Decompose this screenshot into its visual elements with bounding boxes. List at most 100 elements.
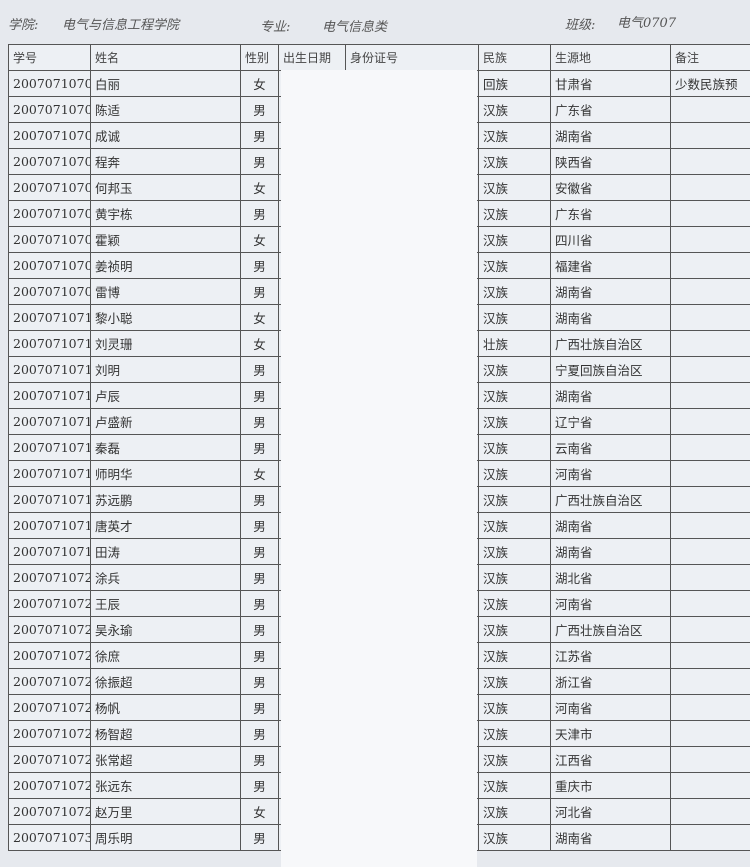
remark-cell <box>670 772 750 799</box>
column-header: 姓名 <box>90 44 241 71</box>
remark-cell <box>670 252 750 279</box>
name-cell: 卢盛新 <box>90 408 241 435</box>
origin-cell: 湖南省 <box>550 824 671 851</box>
college: 电气与信息工程学院 <box>62 18 180 33</box>
remark-cell <box>670 122 750 149</box>
gender-cell: 男 <box>240 408 279 435</box>
origin-cell: 四川省 <box>550 226 671 253</box>
remark-cell <box>670 746 750 773</box>
origin-cell: 河南省 <box>550 590 671 617</box>
origin-cell: 河南省 <box>550 694 671 721</box>
remark-cell <box>670 304 750 331</box>
origin-cell: 天津市 <box>550 720 671 747</box>
column-header: 身份证号 <box>345 44 479 71</box>
ethnicity-cell: 汉族 <box>478 356 551 383</box>
remark-cell <box>670 434 750 461</box>
gender-cell: 男 <box>240 564 279 591</box>
id-cell: 20070710727 <box>8 746 91 773</box>
ethnicity-cell: 汉族 <box>478 226 551 253</box>
major: 电气信息类 <box>322 20 388 35</box>
name-cell: 张远东 <box>90 772 241 799</box>
id-cell: 20070710705 <box>8 174 91 201</box>
gender-cell: 女 <box>240 70 279 97</box>
major-label: 专业: <box>260 20 291 35</box>
id-cell: 20070710729 <box>8 798 91 825</box>
ethnicity-cell: 汉族 <box>478 96 551 123</box>
name-cell: 卢辰 <box>90 382 241 409</box>
remark-cell <box>670 642 750 669</box>
ethnicity-cell: 汉族 <box>478 382 551 409</box>
origin-cell: 广东省 <box>550 96 671 123</box>
id-cell: 20070710707 <box>8 226 91 253</box>
id-cell: 20070710717 <box>8 486 91 513</box>
id-cell: 20070710716 <box>8 460 91 487</box>
ethnicity-cell: 汉族 <box>478 694 551 721</box>
column-header: 民族 <box>478 44 551 71</box>
name-cell: 唐英才 <box>90 512 241 539</box>
remark-cell <box>670 512 750 539</box>
remark-cell <box>670 408 750 435</box>
id-cell: 20070710730 <box>8 824 91 851</box>
origin-cell: 湖南省 <box>550 304 671 331</box>
gender-cell: 男 <box>240 148 279 175</box>
id-cell: 20070710709 <box>8 278 91 305</box>
ethnicity-cell: 汉族 <box>478 538 551 565</box>
origin-cell: 辽宁省 <box>550 408 671 435</box>
name-cell: 白丽 <box>90 70 241 97</box>
name-cell: 徐振超 <box>90 668 241 695</box>
name-cell: 刘明 <box>90 356 241 383</box>
ethnicity-cell: 壮族 <box>478 330 551 357</box>
remark-cell <box>670 330 750 357</box>
id-cell: 20070710728 <box>8 772 91 799</box>
gender-cell: 男 <box>240 824 279 851</box>
ethnicity-cell: 汉族 <box>478 278 551 305</box>
college-label: 学院: <box>8 18 39 33</box>
origin-cell: 浙江省 <box>550 668 671 695</box>
name-cell: 秦磊 <box>90 434 241 461</box>
origin-cell: 甘肃省 <box>550 70 671 97</box>
name-cell: 黄宇栋 <box>90 200 241 227</box>
name-cell: 涂兵 <box>90 564 241 591</box>
name-cell: 张常超 <box>90 746 241 773</box>
origin-cell: 湖南省 <box>550 512 671 539</box>
remark-cell <box>670 824 750 851</box>
id-cell: 20070710722 <box>8 616 91 643</box>
id-cell: 20070710715 <box>8 434 91 461</box>
remark-cell <box>670 356 750 383</box>
ethnicity-cell: 汉族 <box>478 564 551 591</box>
name-cell: 徐庶 <box>90 642 241 669</box>
id-cell: 20070710714 <box>8 408 91 435</box>
name-cell: 雷博 <box>90 278 241 305</box>
class: 电气0707 <box>617 16 677 31</box>
name-cell: 霍颖 <box>90 226 241 253</box>
name-cell: 田涛 <box>90 538 241 565</box>
id-cell: 20070710712 <box>8 356 91 383</box>
name-cell: 师明华 <box>90 460 241 487</box>
remark-cell <box>670 564 750 591</box>
origin-cell: 云南省 <box>550 434 671 461</box>
remark-cell <box>670 382 750 409</box>
name-cell: 陈适 <box>90 96 241 123</box>
origin-cell: 湖北省 <box>550 564 671 591</box>
gender-cell: 男 <box>240 538 279 565</box>
ethnicity-cell: 汉族 <box>478 174 551 201</box>
name-cell: 赵万里 <box>90 798 241 825</box>
id-cell: 20070710725 <box>8 694 91 721</box>
remark-cell <box>670 486 750 513</box>
gender-cell: 男 <box>240 356 279 383</box>
ethnicity-cell: 汉族 <box>478 252 551 279</box>
origin-cell: 福建省 <box>550 252 671 279</box>
ethnicity-cell: 汉族 <box>478 720 551 747</box>
gender-cell: 男 <box>240 434 279 461</box>
id-cell: 20070710703 <box>8 122 91 149</box>
column-header: 性别 <box>240 44 279 71</box>
ethnicity-cell: 汉族 <box>478 408 551 435</box>
name-cell: 何邦玉 <box>90 174 241 201</box>
remark-cell <box>670 720 750 747</box>
class-label: 班级: <box>565 18 596 33</box>
ethnicity-cell: 汉族 <box>478 486 551 513</box>
remark-cell <box>670 538 750 565</box>
remark-cell <box>670 616 750 643</box>
origin-cell: 广东省 <box>550 200 671 227</box>
